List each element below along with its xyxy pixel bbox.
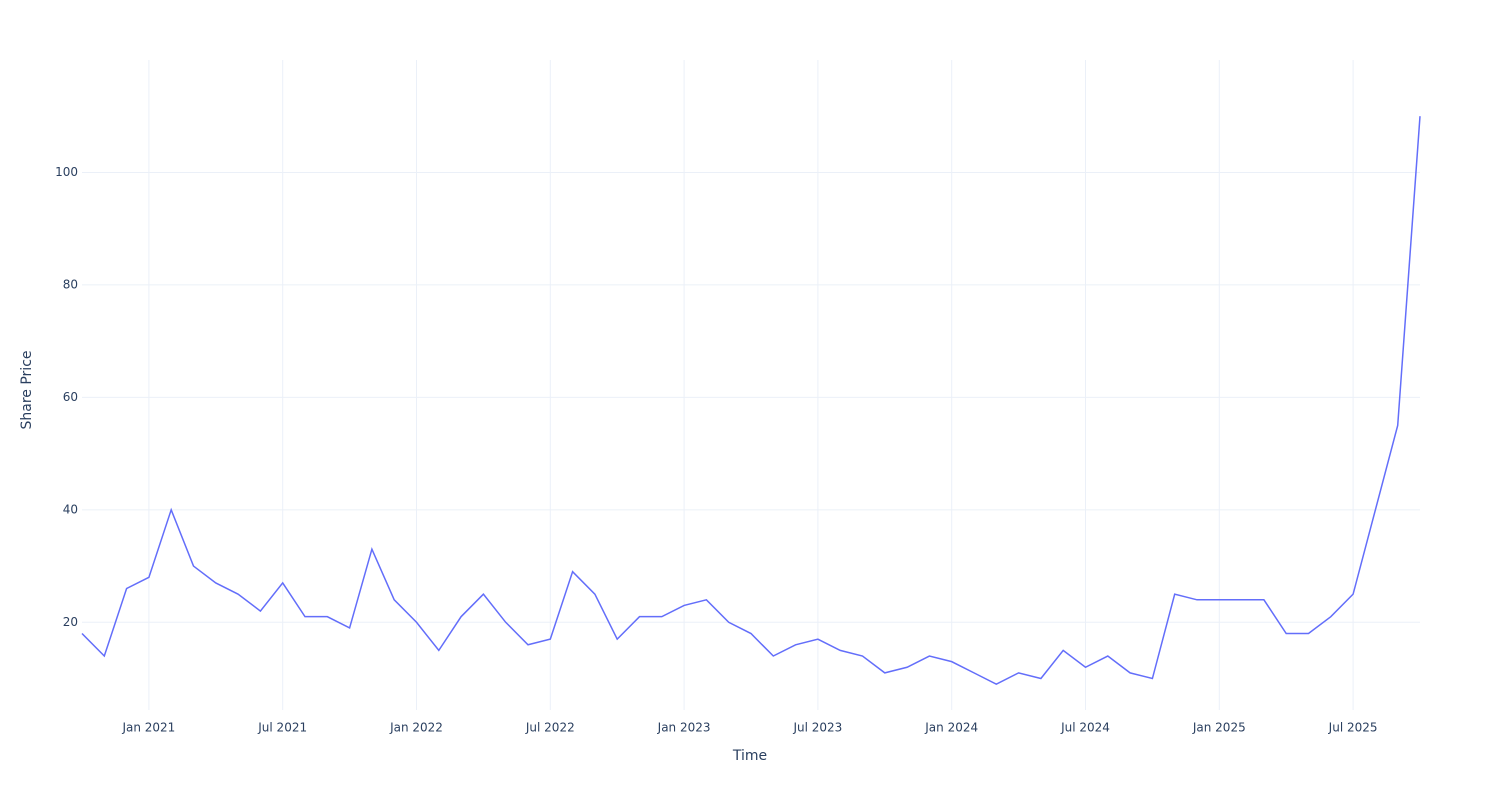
x-axis-title: Time: [732, 748, 767, 764]
x-tick-label: Jul 2021: [257, 721, 307, 735]
y-tick-label: 100: [55, 165, 78, 179]
line: [81, 116, 1421, 685]
x-tick-label: Jan 2022: [389, 721, 443, 735]
y-axis-title: Share Price: [19, 350, 35, 429]
x-tick-label: Jul 2023: [792, 721, 842, 735]
x-tick-label: Jul 2025: [1328, 721, 1378, 735]
x-tick-label: Jan 2021: [121, 721, 175, 735]
x-tick-label: Jan 2024: [924, 721, 978, 735]
y-tick-label: 20: [63, 615, 78, 629]
y-tick-label: 60: [63, 390, 78, 404]
x-tick-label: Jan 2025: [1192, 721, 1246, 735]
x-tick-label: Jul 2022: [525, 721, 575, 735]
x-tick-label: Jan 2023: [657, 721, 711, 735]
y-tick-label: 80: [63, 277, 78, 291]
y-tick-label: 40: [63, 502, 78, 516]
x-tick-label: Jul 2024: [1060, 721, 1110, 735]
